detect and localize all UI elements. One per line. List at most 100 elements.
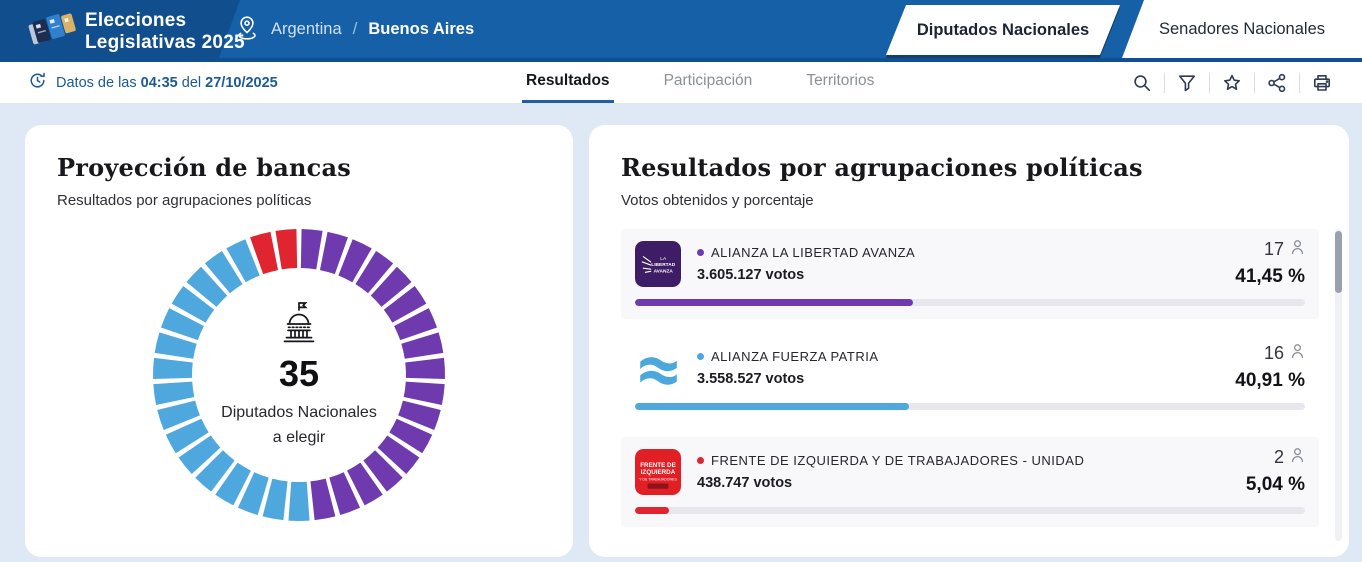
tab-territorios-label: Territorios [806, 72, 875, 89]
party-votes: 3.558.527 votos [697, 370, 805, 387]
location-pin-icon [234, 14, 260, 45]
results-subtitle: Votos obtenidos y porcentaje [621, 192, 814, 209]
seat-segment[interactable] [403, 381, 445, 405]
breadcrumb-country[interactable]: Argentina [271, 19, 342, 38]
seat-projection-title: Proyección de bancas [57, 153, 351, 182]
vote-share-bar-track [635, 507, 1305, 514]
seat-segment[interactable] [226, 239, 260, 283]
filter-icon[interactable] [1165, 73, 1209, 93]
vote-share-bar-track [635, 299, 1305, 306]
seat-segment[interactable] [195, 450, 235, 492]
party-result-row[interactable]: ALIANZA FUERZA PATRIA 3.558.527 votos 16… [621, 333, 1319, 423]
seat-segment[interactable] [178, 435, 221, 475]
party-results-list: LA LIBERTAD AVANZA ALIANZA LA LIBERTAD A… [621, 229, 1319, 527]
breadcrumb: Argentina / Buenos Aires [234, 0, 474, 58]
party-color-dot [697, 352, 704, 360]
seat-segment[interactable] [401, 332, 444, 359]
tab-diputados-label: Diputados Nacionales [916, 20, 1090, 39]
seat-donut-chart[interactable]: 35 Diputados Nacionales a elegir [149, 225, 449, 525]
breadcrumb-district[interactable]: Buenos Aires [368, 19, 475, 38]
seat-segment[interactable] [329, 472, 361, 516]
seat-segment[interactable] [347, 462, 383, 506]
seat-segment[interactable] [377, 435, 420, 475]
seat-segment[interactable] [186, 266, 228, 307]
seat-segment[interactable] [389, 418, 433, 454]
svg-text:LA: LA [660, 255, 667, 261]
print-icon[interactable] [1300, 73, 1344, 93]
seat-segment[interactable] [171, 285, 215, 323]
svg-text:IZQUIERDA: IZQUIERDA [641, 469, 676, 476]
party-name: FRENTE DE IZQUIERDA Y DE TRABAJADORES - … [711, 452, 1085, 468]
seat-segment[interactable] [310, 478, 336, 521]
results-title: Resultados por agrupaciones políticas [621, 153, 1143, 182]
vote-share-bar-fill [635, 403, 910, 410]
seat-segment[interactable] [383, 285, 427, 323]
seat-segment[interactable] [275, 229, 298, 270]
svg-text:LIBERTAD: LIBERTAD [651, 262, 675, 268]
seat-segment[interactable] [262, 478, 288, 521]
seat-segment[interactable] [288, 481, 310, 521]
seat-segment[interactable] [237, 472, 269, 516]
svg-text:FRENTE DE: FRENTE DE [640, 461, 676, 468]
seat-segment[interactable] [355, 250, 394, 294]
update-connector: del [181, 74, 202, 91]
data-update-line: Datos de las 04:35 del 27/10/2025 [28, 62, 278, 103]
results-scrollbar-track[interactable] [1335, 229, 1342, 541]
refresh-clock-icon[interactable] [28, 71, 47, 94]
seat-segment[interactable] [338, 239, 372, 283]
party-percent: 40,91 % [1235, 370, 1305, 391]
tab-resultados[interactable]: Resultados [522, 62, 614, 103]
app-header: Elecciones Legislativas 2025 Argentina /… [0, 0, 1362, 62]
vote-share-bar-fill [635, 507, 669, 514]
seat-segment[interactable] [204, 250, 243, 294]
seat-projection-card: Proyección de bancas Resultados por agru… [25, 125, 573, 557]
seat-segment[interactable] [165, 418, 209, 454]
site-logo[interactable]: Elecciones Legislativas 2025 [28, 8, 245, 55]
seat-segment[interactable] [363, 450, 403, 492]
breadcrumb-separator: / [352, 19, 358, 38]
results-scrollbar-thumb[interactable] [1335, 231, 1342, 293]
seat-segment[interactable] [160, 308, 204, 341]
favorite-star-icon[interactable] [1210, 73, 1254, 93]
person-icon [1290, 239, 1305, 260]
toolbar-action-icons [1120, 62, 1344, 103]
section-tabs: Resultados Participación Territorios [522, 62, 878, 103]
tab-participacion[interactable]: Participación [660, 62, 757, 103]
seat-segment[interactable] [319, 231, 348, 275]
tab-territorios[interactable]: Territorios [802, 62, 878, 103]
party-result-row[interactable]: LA LIBERTAD AVANZA ALIANZA LA LIBERTAD A… [621, 229, 1319, 319]
seat-segment[interactable] [153, 357, 193, 380]
vote-share-bar-track [635, 403, 1305, 410]
update-prefix: Datos de las [56, 74, 137, 91]
tab-senadores-nacionales[interactable]: Senadores Nacionales [1122, 0, 1362, 58]
share-icon[interactable] [1255, 73, 1299, 93]
tab-resultados-label: Resultados [526, 72, 610, 89]
site-logo-text: Elecciones Legislativas 2025 [85, 10, 245, 53]
seat-segment[interactable] [405, 357, 445, 380]
seat-segment[interactable] [394, 308, 438, 341]
toolbar-divider [1209, 72, 1210, 93]
tab-diputados-nacionales[interactable]: Diputados Nacionales [886, 5, 1120, 55]
party-votes: 438.747 votos [697, 474, 793, 491]
party-seats-count: 2 [1273, 447, 1284, 467]
seat-segment[interactable] [300, 229, 323, 270]
seat-segment[interactable] [215, 462, 251, 506]
party-result-row[interactable]: FRENTE DE IZQUIERDA Y DE TRABAJADORES FR… [621, 437, 1319, 527]
toolbar-divider [1254, 72, 1255, 93]
party-logo [635, 344, 681, 391]
seat-segment[interactable] [157, 400, 200, 431]
seat-segment[interactable] [370, 266, 412, 307]
results-card: Resultados por agrupaciones políticas Vo… [589, 125, 1349, 557]
update-date: 27/10/2025 [205, 74, 278, 91]
seat-segment[interactable] [398, 400, 441, 431]
tab-participacion-label: Participación [663, 72, 753, 89]
party-percent: 5,04 % [1245, 474, 1305, 495]
seat-segment[interactable] [154, 332, 197, 359]
search-icon[interactable] [1120, 73, 1164, 93]
vote-share-bar-fill [635, 299, 913, 306]
party-color-dot [697, 248, 704, 256]
toolbar: Datos de las 04:35 del 27/10/2025 Result… [0, 62, 1362, 104]
seat-segment[interactable] [250, 231, 279, 275]
party-color-dot [697, 456, 704, 464]
seat-segment[interactable] [153, 381, 195, 405]
